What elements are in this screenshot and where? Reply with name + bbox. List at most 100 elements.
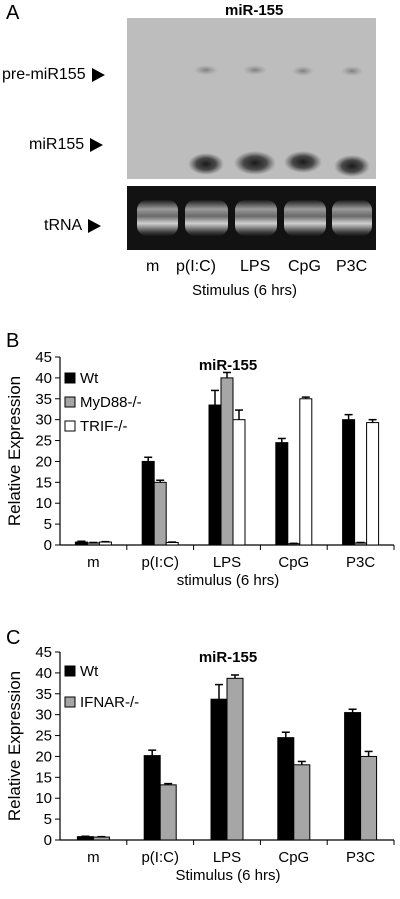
c-y-tick-label: 45: [35, 644, 52, 661]
blot-pre-band-lps: [243, 65, 267, 75]
b-bar-0-3: [275, 442, 289, 546]
b-y-tick-label: 35: [35, 391, 52, 408]
panel-a-xlabel: Stimulus (6 hrs): [192, 282, 298, 299]
c-y-tick-label: 30: [35, 707, 52, 724]
c-x-tick-label: P3C: [346, 849, 375, 866]
b-chart-title: miR-155: [199, 357, 257, 374]
c-legend-swatch: [64, 696, 76, 708]
c-x-tick-label: CpG: [278, 849, 309, 866]
mir155-text: miR155: [29, 136, 85, 153]
b-y-tick-label: 15: [35, 474, 52, 491]
b-y-tick-label: 20: [35, 453, 52, 470]
c-x-axis-label: Stimulus (6 hrs): [175, 867, 280, 884]
c-legend-swatch: [64, 665, 76, 677]
blot-band-pic: [188, 153, 224, 175]
c-y-tick-label: 20: [35, 748, 52, 765]
trna-text: tRNA: [44, 217, 83, 234]
arrow-icon: [91, 67, 105, 82]
b-y-tick-label: 25: [35, 433, 52, 450]
c-bar-1-4: [360, 755, 378, 841]
c-y-axis-label: Relative Expression: [5, 671, 24, 821]
panel-letter-b: B: [6, 330, 20, 352]
c-y-tick-label: 5: [44, 811, 52, 828]
c-legend-label: Wt: [80, 663, 99, 680]
c-x-tick-label: p(I:C): [141, 849, 179, 866]
blot-band-lps: [234, 151, 276, 175]
blot-band-p3c: [334, 155, 370, 177]
c-legend-label: IFNAR-/-: [80, 694, 139, 711]
b-x-tick-label: P3C: [346, 554, 375, 571]
b-bar-0-2: [208, 404, 222, 546]
b-bar-1-1: [153, 481, 167, 546]
trna-band-cpg: [284, 200, 326, 236]
b-y-tick-label: 45: [35, 349, 52, 366]
lane-label-pic: p(I:C): [176, 258, 216, 275]
b-legend-label: Wt: [80, 370, 99, 387]
c-bar-0-1: [143, 755, 161, 841]
blot-pre-band-p3c: [341, 66, 363, 76]
b-y-tick-label: 30: [35, 412, 52, 429]
panel-letter-c: C: [6, 627, 21, 649]
c-y-tick-label: 35: [35, 686, 52, 703]
trna-label: tRNA: [44, 217, 102, 235]
trna-band-p3c: [332, 200, 372, 236]
b-bar-0-0: [74, 541, 88, 546]
b-y-tick-label: 40: [35, 370, 52, 387]
trna-gel-image: [127, 186, 376, 250]
b-y-tick-label: 5: [44, 516, 52, 533]
c-bar-1-0: [92, 836, 110, 841]
c-y-tick-label: 0: [44, 832, 52, 849]
trna-band-lps: [235, 200, 277, 236]
c-x-tick-label: m: [87, 849, 100, 866]
c-bar-0-2: [210, 698, 228, 841]
c-bar-1-3: [293, 764, 311, 841]
b-y-axis-label: Relative Expression: [5, 376, 24, 526]
b-legend-swatch: [64, 396, 76, 408]
c-y-tick-label: 25: [35, 728, 52, 745]
chart-c: miR-155 0 5 10 15 20 25 30 35 40 45 Relative Expres…: [5, 644, 395, 884]
arrow-icon: [88, 218, 102, 233]
b-x-tick-label: CpG: [278, 554, 309, 571]
b-bar-2-4: [366, 422, 380, 546]
b-bar-2-3: [299, 398, 313, 546]
northern-blot-bands: [188, 65, 370, 177]
trna-gel-bands: [137, 200, 372, 236]
c-bar-1-1: [159, 784, 177, 841]
c-y-tick-label: 40: [35, 665, 52, 682]
b-bar-1-2: [220, 377, 234, 546]
b-bar-0-4: [342, 419, 356, 546]
b-bar-2-1: [165, 541, 179, 546]
mir155-label: miR155: [29, 136, 104, 154]
b-x-tick-label: m: [87, 554, 100, 571]
c-x-tick-label: LPS: [213, 849, 241, 866]
lane-label-p3c: P3C: [336, 258, 368, 275]
b-legend-label: TRIF-/-: [80, 418, 127, 435]
c-y-tick-label: 10: [35, 790, 52, 807]
blot-pre-band-pic: [194, 65, 218, 75]
b-legend-swatch: [64, 420, 76, 432]
northern-blot-image: [127, 18, 376, 179]
b-bar-2-2: [232, 419, 246, 546]
panel-letter-a: A: [6, 2, 20, 24]
c-bar-0-3: [277, 737, 295, 841]
b-bar-2-0: [98, 541, 112, 546]
b-bar-0-1: [141, 460, 155, 546]
b-y-tick-label: 0: [44, 537, 52, 554]
b-x-tick-label: p(I:C): [141, 554, 179, 571]
c-y-tick-label: 15: [35, 769, 52, 786]
c-chart-title: miR-155: [199, 649, 257, 666]
lane-label-m: m: [146, 258, 160, 275]
blot-pre-band-cpg: [292, 66, 314, 76]
c-bar-0-0: [76, 836, 94, 841]
panel-a-title: miR-155: [225, 2, 284, 19]
arrow-icon: [90, 137, 104, 152]
trna-band-m: [137, 200, 178, 236]
c-bar-0-4: [344, 712, 362, 841]
blot-band-cpg: [284, 151, 322, 173]
b-legend-swatch: [64, 372, 76, 384]
b-y-tick-label: 10: [35, 495, 52, 512]
lane-label-cpg: CpG: [288, 258, 321, 275]
lane-label-lps: LPS: [240, 258, 271, 275]
pre-mir155-text: pre-miR155: [2, 66, 86, 83]
pre-mir155-label: pre-miR155: [2, 66, 105, 84]
